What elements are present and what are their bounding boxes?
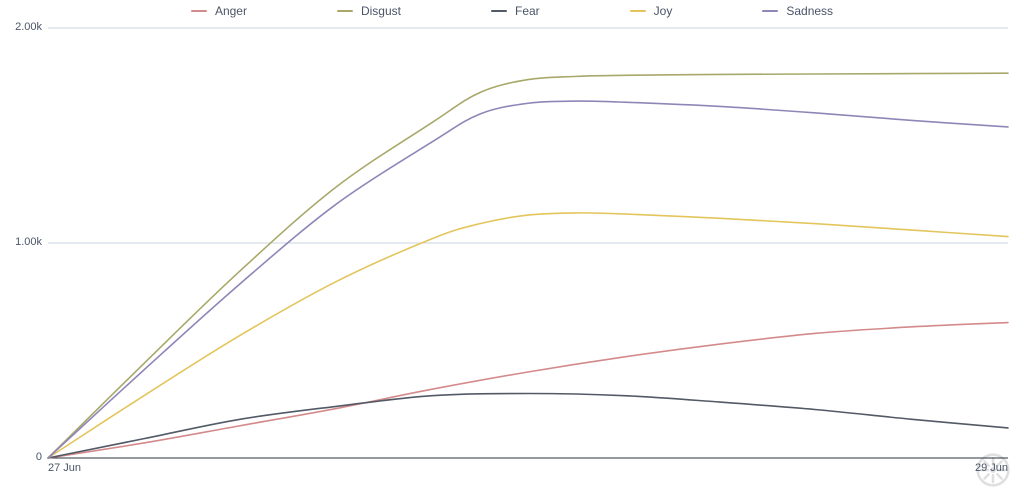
series-disgust [48, 73, 1008, 458]
y-tick-label: 1.00k [6, 236, 42, 248]
x-tick-label: 29 Jun [975, 462, 1008, 474]
x-tick-label: 27 Jun [48, 462, 81, 474]
y-tick-label: 0 [6, 451, 42, 463]
series-fear [48, 394, 1008, 459]
emotion-line-chart: AngerDisgustFearJoySadness 01.00k2.00k27… [0, 0, 1024, 501]
series-anger [48, 323, 1008, 458]
series-joy [48, 213, 1008, 458]
plot-area [0, 0, 1024, 501]
y-tick-label: 2.00k [6, 21, 42, 33]
series-sadness [48, 101, 1008, 458]
